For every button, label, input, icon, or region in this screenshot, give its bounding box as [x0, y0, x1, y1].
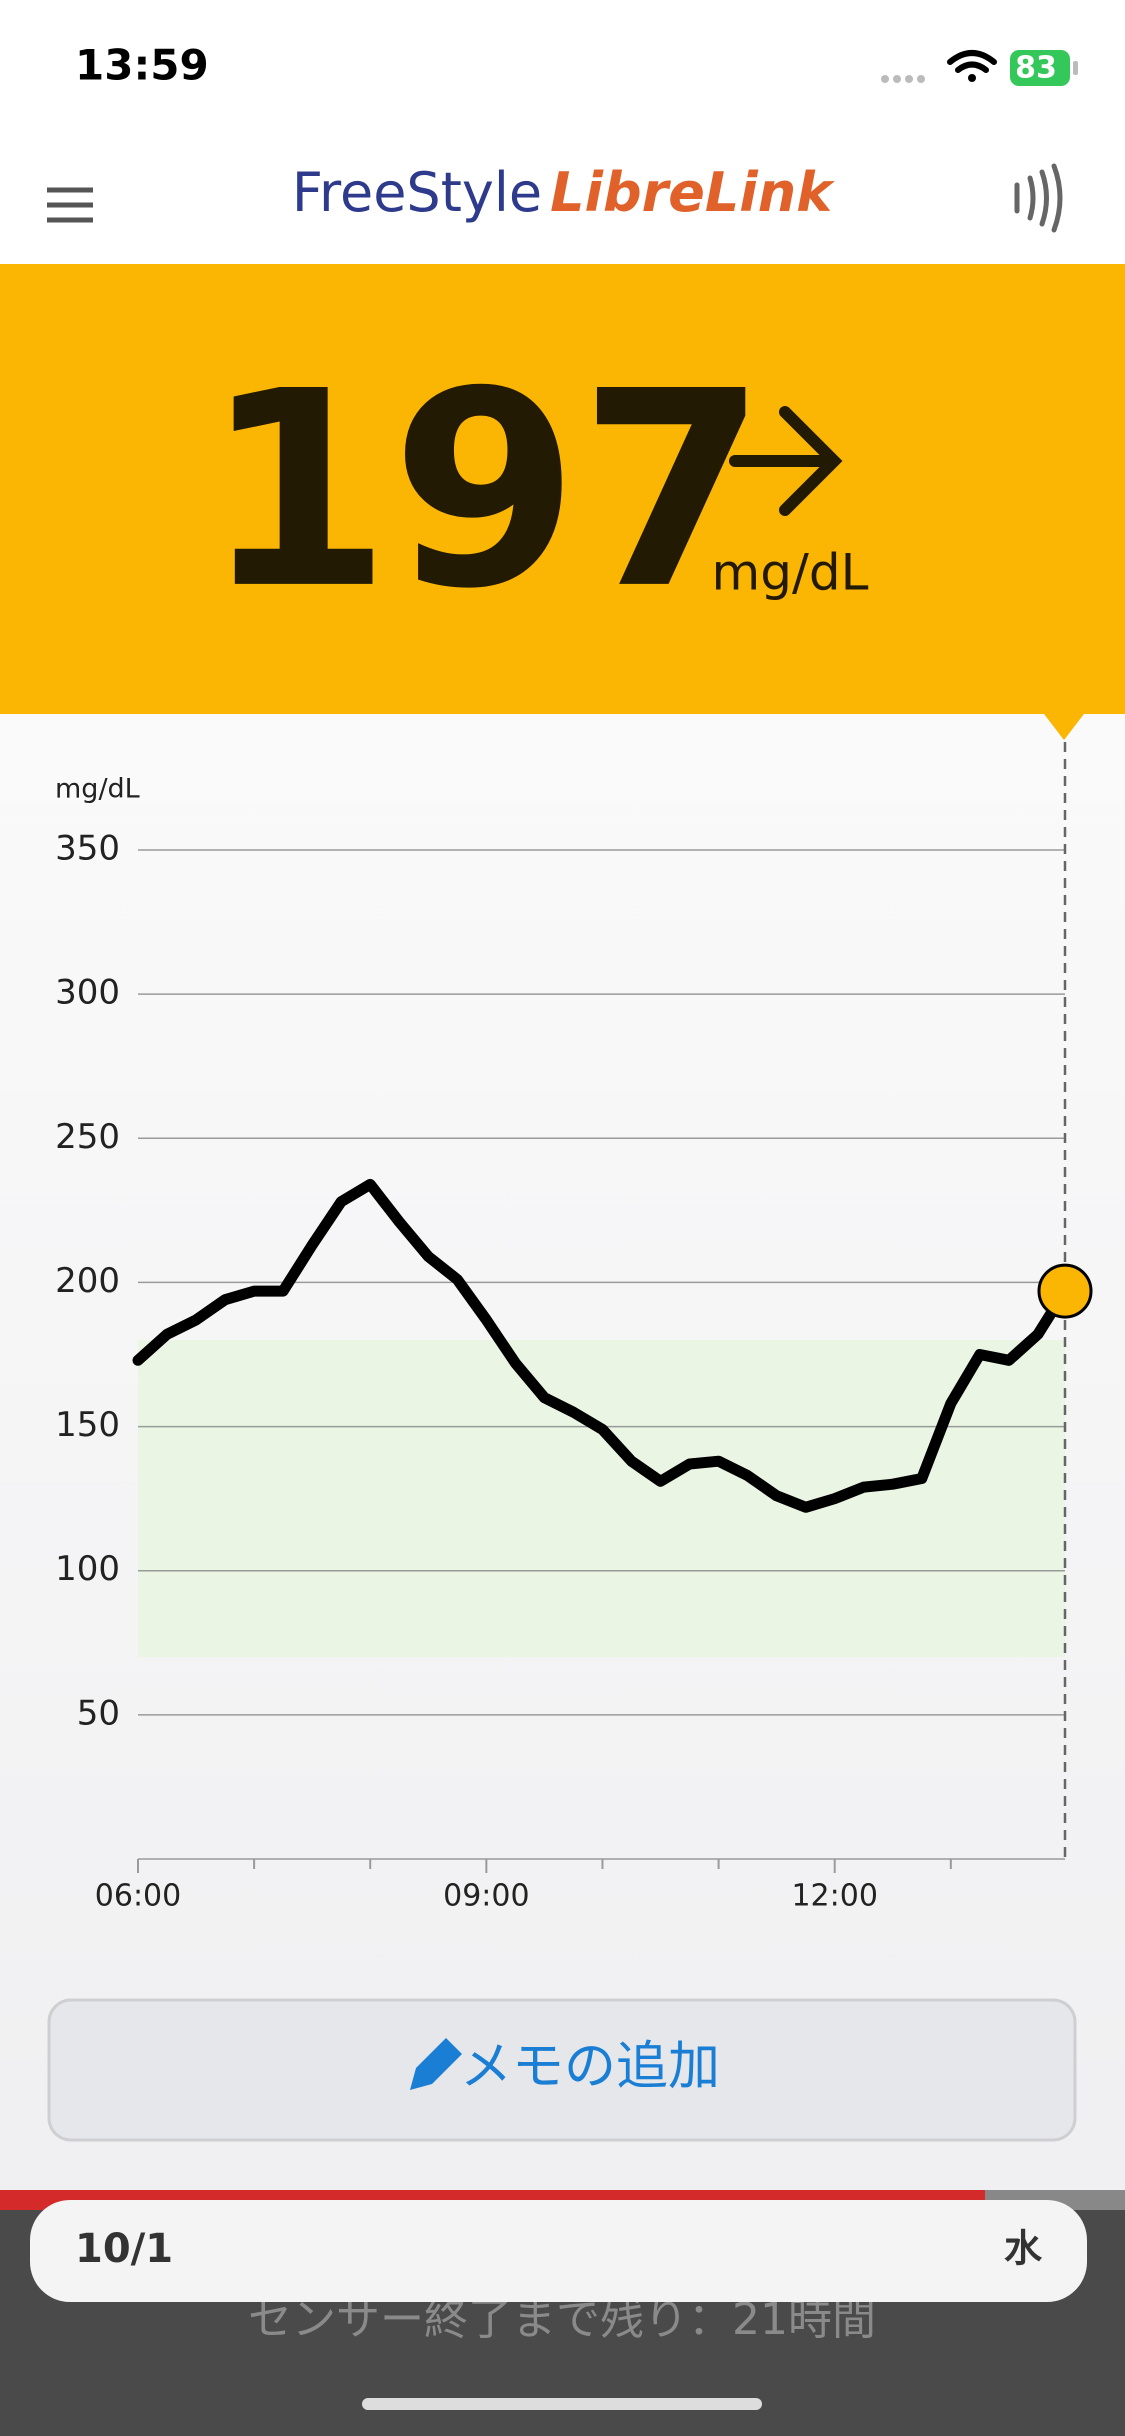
glucose-value: 197	[203, 333, 767, 648]
pencil-icon	[410, 2038, 462, 2090]
top-bar	[0, 0, 1125, 264]
y-axis-label: mg/dL	[55, 774, 140, 805]
menu-button[interactable]	[47, 187, 93, 223]
y-tick-label: 300	[55, 973, 120, 1013]
add-note-label: メモの追加	[460, 2037, 720, 2097]
x-tick-label: 12:00	[791, 1879, 877, 1914]
chart: mg/dL 50 100 150 200 250 300 350 06:00 09:00 12:0…	[55, 742, 1093, 1914]
glucose-line	[132, 1178, 1071, 1513]
sensor-remaining-text: センサー終了まで残り：21時間	[248, 2294, 876, 2345]
signal	[881, 75, 925, 83]
scan-button[interactable]	[1014, 163, 1063, 233]
x-tick-label: 06:00	[95, 1879, 181, 1914]
y-tick-label: 200	[55, 1261, 120, 1301]
home-indicator	[362, 2398, 762, 2410]
weekday: 水	[1004, 2227, 1043, 2271]
date-pill	[30, 2200, 1087, 2302]
glucose-unit: mg/dL	[712, 544, 869, 602]
pointer	[1044, 714, 1084, 740]
y-tick-label: 50	[77, 1693, 120, 1733]
battery-level: 83	[1015, 51, 1057, 86]
y-tick-label: 150	[55, 1405, 120, 1445]
current-point	[1037, 1263, 1093, 1319]
logo: FreeStyle LibreLink	[292, 161, 835, 224]
battery-tip	[1073, 61, 1078, 75]
y-tick-label: 350	[55, 829, 120, 869]
battery	[1010, 50, 1070, 86]
wifi	[947, 50, 997, 82]
logo-freestyle: FreeStyle	[292, 161, 542, 224]
y-tick-label: 100	[55, 1549, 120, 1589]
y-tick-label: 250	[55, 1117, 120, 1157]
trend-arrow	[729, 406, 843, 516]
x-tick-label: 09:00	[443, 1879, 529, 1914]
add-note-button[interactable]	[47, 1998, 1077, 2142]
target-range	[138, 1340, 1065, 1658]
clock: 13:59	[75, 41, 209, 90]
logo-librelink: LibreLink	[550, 161, 835, 224]
date: 10/1	[75, 2226, 173, 2272]
reading-band	[0, 264, 1125, 714]
